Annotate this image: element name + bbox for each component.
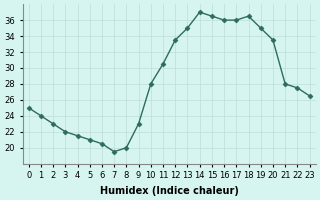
X-axis label: Humidex (Indice chaleur): Humidex (Indice chaleur) (100, 186, 238, 196)
